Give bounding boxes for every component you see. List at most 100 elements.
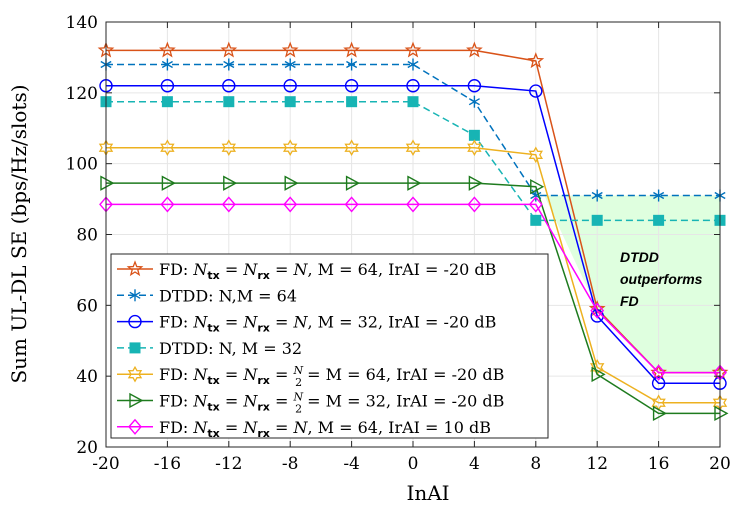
x-tick-label: 4 bbox=[469, 454, 480, 474]
x-tick-label: -16 bbox=[154, 454, 181, 474]
data-point bbox=[345, 175, 361, 191]
data-point bbox=[283, 79, 297, 93]
x-tick-label: 12 bbox=[586, 454, 608, 474]
x-tick-label: -20 bbox=[92, 454, 119, 474]
data-point bbox=[129, 289, 141, 302]
data-point bbox=[343, 41, 360, 58]
y-axis-label: Sum UL-DL SE (bps/Hz/slots) bbox=[7, 84, 31, 383]
series-6 bbox=[100, 175, 729, 422]
data-point bbox=[128, 314, 142, 329]
legend-label: FD: Ntx = Nrx = N, M = 32, IrAI = -20 dB bbox=[159, 313, 496, 335]
data-point bbox=[650, 363, 667, 380]
legend-entry: DTDD: N, M = 32 bbox=[117, 339, 302, 358]
data-point bbox=[129, 392, 144, 409]
data-point bbox=[530, 214, 542, 226]
y-tick-label: 80 bbox=[76, 226, 98, 246]
series-line bbox=[106, 146, 720, 404]
data-point bbox=[282, 139, 298, 157]
series-5 bbox=[98, 139, 728, 412]
data-point bbox=[283, 196, 298, 213]
x-tick-label: 16 bbox=[648, 454, 670, 474]
series-line bbox=[106, 182, 720, 415]
legend-entry: FD: Ntx = Nrx = N, M = 64, IrAI = 10 dB bbox=[117, 418, 491, 440]
data-point bbox=[653, 189, 665, 202]
shaded-region bbox=[544, 195, 720, 373]
data-point bbox=[530, 179, 545, 195]
data-point bbox=[160, 196, 175, 213]
data-point bbox=[591, 366, 606, 383]
x-tick-label: 20 bbox=[709, 454, 731, 474]
data-point bbox=[223, 96, 235, 108]
data-point bbox=[344, 79, 359, 93]
annotation-text: outperforms bbox=[620, 271, 703, 287]
series-line bbox=[106, 49, 720, 374]
legend-entry: DTDD: N,M = 64 bbox=[117, 286, 297, 305]
x-tick-label: 8 bbox=[530, 454, 541, 474]
data-point bbox=[160, 139, 175, 157]
series-7 bbox=[99, 196, 727, 381]
y-tick-label: 40 bbox=[76, 367, 98, 387]
y-tick-label: 140 bbox=[66, 13, 98, 33]
series-2 bbox=[100, 58, 726, 202]
data-point bbox=[128, 418, 142, 435]
annotation-text: FD bbox=[620, 293, 639, 309]
data-point bbox=[344, 139, 359, 157]
legend-entry: FD: Ntx = Nrx = N, M = 32, IrAI = -20 dB bbox=[117, 313, 496, 335]
data-point bbox=[527, 52, 545, 69]
data-point bbox=[652, 405, 668, 422]
legend-label: DTDD: N,M = 64 bbox=[159, 286, 297, 305]
data-point bbox=[468, 129, 480, 141]
data-point bbox=[466, 41, 483, 58]
data-point bbox=[467, 79, 482, 93]
data-point bbox=[221, 139, 237, 157]
data-point bbox=[161, 175, 176, 191]
data-point bbox=[221, 196, 236, 213]
data-point bbox=[468, 175, 483, 191]
legend-label: DTDD: N, M = 32 bbox=[159, 339, 302, 358]
data-point bbox=[407, 175, 422, 191]
data-point bbox=[406, 79, 420, 93]
x-tick-label: -4 bbox=[343, 454, 360, 474]
data-point bbox=[346, 58, 358, 71]
data-point bbox=[407, 58, 419, 71]
data-point bbox=[281, 41, 299, 58]
data-point bbox=[126, 260, 144, 277]
series-line bbox=[106, 85, 720, 384]
data-point bbox=[129, 342, 141, 354]
x-tick-label: 0 bbox=[408, 454, 419, 474]
data-point bbox=[160, 79, 175, 93]
data-point bbox=[467, 196, 482, 213]
data-point bbox=[404, 41, 422, 58]
data-point bbox=[161, 58, 173, 71]
y-tick-label: 120 bbox=[66, 84, 98, 104]
x-tick-label: -8 bbox=[282, 454, 299, 474]
data-point bbox=[588, 300, 606, 317]
data-point bbox=[346, 96, 358, 108]
data-point bbox=[651, 364, 666, 381]
y-tick-label: 20 bbox=[76, 438, 98, 458]
data-point bbox=[100, 175, 115, 191]
y-tick-label: 60 bbox=[76, 296, 98, 316]
data-point bbox=[651, 376, 666, 390]
data-point bbox=[223, 58, 235, 71]
data-point bbox=[407, 96, 419, 108]
data-point bbox=[220, 41, 238, 58]
data-point bbox=[653, 214, 665, 226]
x-tick-label: -12 bbox=[215, 454, 242, 474]
data-point bbox=[591, 189, 603, 202]
series-1 bbox=[97, 41, 729, 380]
data-point bbox=[127, 365, 143, 383]
data-point bbox=[222, 79, 236, 93]
legend-entry: FD: Ntx = Nrx = N, M = 64, IrAI = -20 dB bbox=[117, 260, 496, 282]
series-line bbox=[106, 203, 720, 374]
data-point bbox=[161, 96, 173, 108]
data-point bbox=[344, 196, 359, 213]
legend-label: FD: Ntx = Nrx = N, M = 64, IrAI = 10 dB bbox=[159, 418, 491, 440]
data-point bbox=[405, 139, 421, 157]
data-point bbox=[406, 196, 420, 213]
